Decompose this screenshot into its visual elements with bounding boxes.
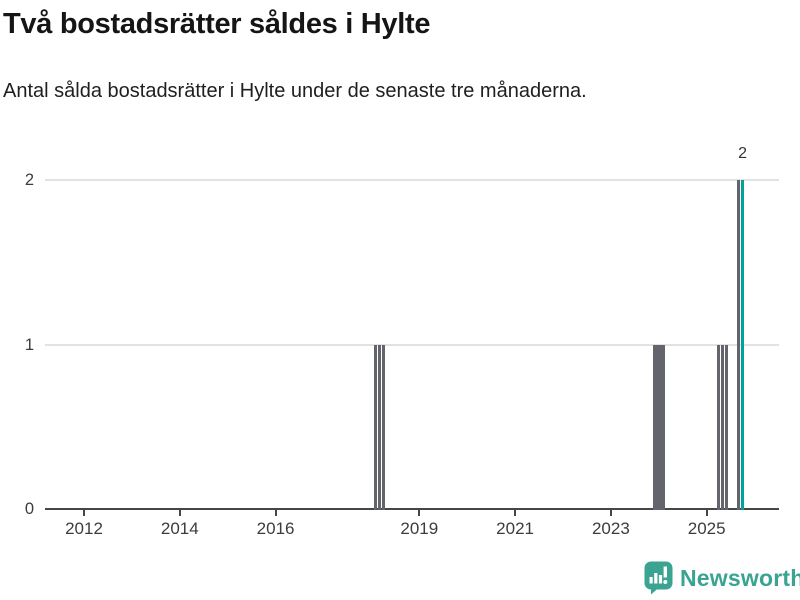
y-axis-label-1: 1 [24, 335, 34, 354]
bar-2018-04 [381, 344, 386, 510]
x-axis-label-2023: 2023 [591, 519, 630, 538]
x-axis-label-2016: 2016 [256, 519, 295, 538]
bar-2025-04 [716, 344, 721, 510]
newsworthy-bubble-chart-icon [644, 561, 673, 595]
bar-2024-01 [657, 344, 661, 510]
bar-2024-02 [660, 344, 665, 510]
page-subtitle: Antal sålda bostadsrätter i Hylte under … [3, 80, 587, 102]
bar-2018-02 [373, 344, 378, 510]
y-axis-label-2: 2 [24, 171, 34, 189]
bar-2025-06 [724, 344, 729, 510]
x-axis-label-2021: 2021 [496, 519, 534, 538]
newsworthy-logo[interactable]: Newsworthy [644, 561, 800, 595]
bar-2018-03 [377, 344, 382, 510]
bar-2025-09 [736, 180, 741, 510]
x-axis-tick-2023 [609, 510, 612, 516]
x-axis-tick-2016 [274, 510, 277, 516]
gridline-y-2 [45, 179, 779, 181]
bar-value-label: 2 [738, 145, 748, 162]
y-axis-label-0: 0 [24, 500, 34, 518]
bar-2025-05 [720, 344, 725, 510]
x-axis-tick-2019 [418, 510, 421, 516]
x-axis-label-2012: 2012 [65, 519, 103, 538]
page-title: Två bostadsrätter såldes i Hylte [3, 8, 431, 40]
x-axis-line [45, 508, 779, 510]
x-axis-tick-2021 [514, 510, 517, 516]
x-axis-label-2014: 2014 [160, 519, 199, 538]
x-axis-label-2019: 2019 [400, 519, 439, 538]
x-axis-tick-2025 [705, 510, 708, 516]
bar-highlight-2025-10 [740, 180, 745, 510]
gridline-y-1 [45, 343, 779, 346]
x-axis-tick-2014 [178, 510, 181, 516]
bar-2023-12 [653, 344, 657, 510]
newsworthy-wordmark: Newsworthy [680, 564, 800, 591]
x-axis-tick-2012 [83, 510, 85, 516]
x-axis-label-2025: 2025 [687, 519, 726, 538]
